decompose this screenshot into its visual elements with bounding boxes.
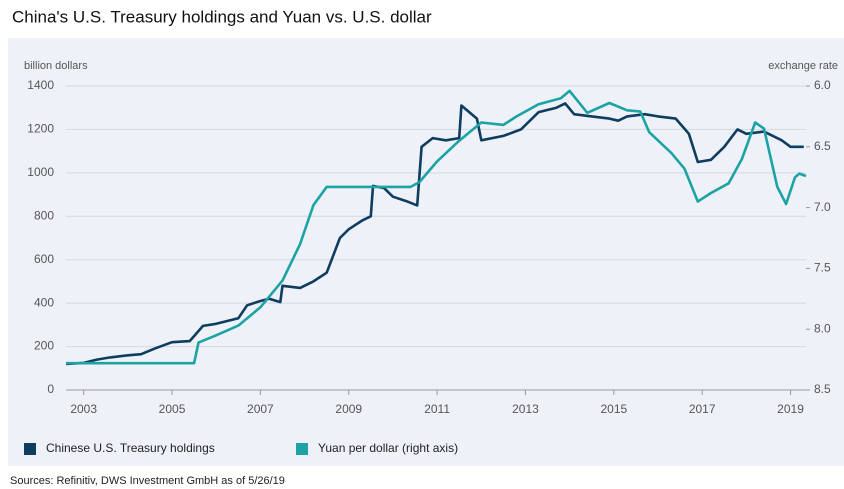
legend-label: Yuan per dollar (right axis) xyxy=(318,441,458,455)
y2-tick-label: 6.5 xyxy=(814,139,831,153)
x-tick-label: 2017 xyxy=(689,402,716,416)
x-tick-label: 2019 xyxy=(777,402,804,416)
x-tick-label: 2015 xyxy=(600,402,627,416)
y2-tick-label: 7.5 xyxy=(814,261,831,275)
y2-tick-label: 8.0 xyxy=(814,321,831,335)
x-tick-label: 2007 xyxy=(247,402,274,416)
y-tick-label: 600 xyxy=(34,252,54,266)
source-note: Sources: Refinitiv, DWS Investment GmbH … xyxy=(10,475,285,487)
x-tick-label: 2005 xyxy=(159,402,186,416)
chart-panel xyxy=(8,38,844,466)
series-line xyxy=(66,89,807,365)
y2-tick-label: 7.0 xyxy=(814,200,831,214)
y-tick-label: 1000 xyxy=(27,165,54,179)
x-tick-label: 2011 xyxy=(424,402,450,416)
x-tick-label: 2009 xyxy=(335,402,362,416)
y-tick-label: 200 xyxy=(34,339,54,353)
y-tick-label: 1400 xyxy=(27,78,54,92)
y2-axis-label: exchange rate xyxy=(768,60,838,72)
y2-tick-label: 6.0 xyxy=(814,78,831,92)
y-tick-label: 0 xyxy=(47,382,54,396)
chart-title: China's U.S. Treasury holdings and Yuan … xyxy=(12,7,432,26)
y-tick-label: 400 xyxy=(34,295,54,309)
x-tick-label: 2003 xyxy=(70,402,97,416)
series-line xyxy=(65,102,804,366)
y-tick-label: 1200 xyxy=(27,122,54,136)
x-tick-label: 2013 xyxy=(512,402,539,416)
y-axis-label: billion dollars xyxy=(24,60,88,72)
y2-tick-label: 8.5 xyxy=(814,382,831,396)
legend-swatch xyxy=(296,443,308,455)
legend-label: Chinese U.S. Treasury holdings xyxy=(46,441,215,455)
legend-swatch xyxy=(24,443,36,455)
y-tick-label: 800 xyxy=(34,208,54,222)
